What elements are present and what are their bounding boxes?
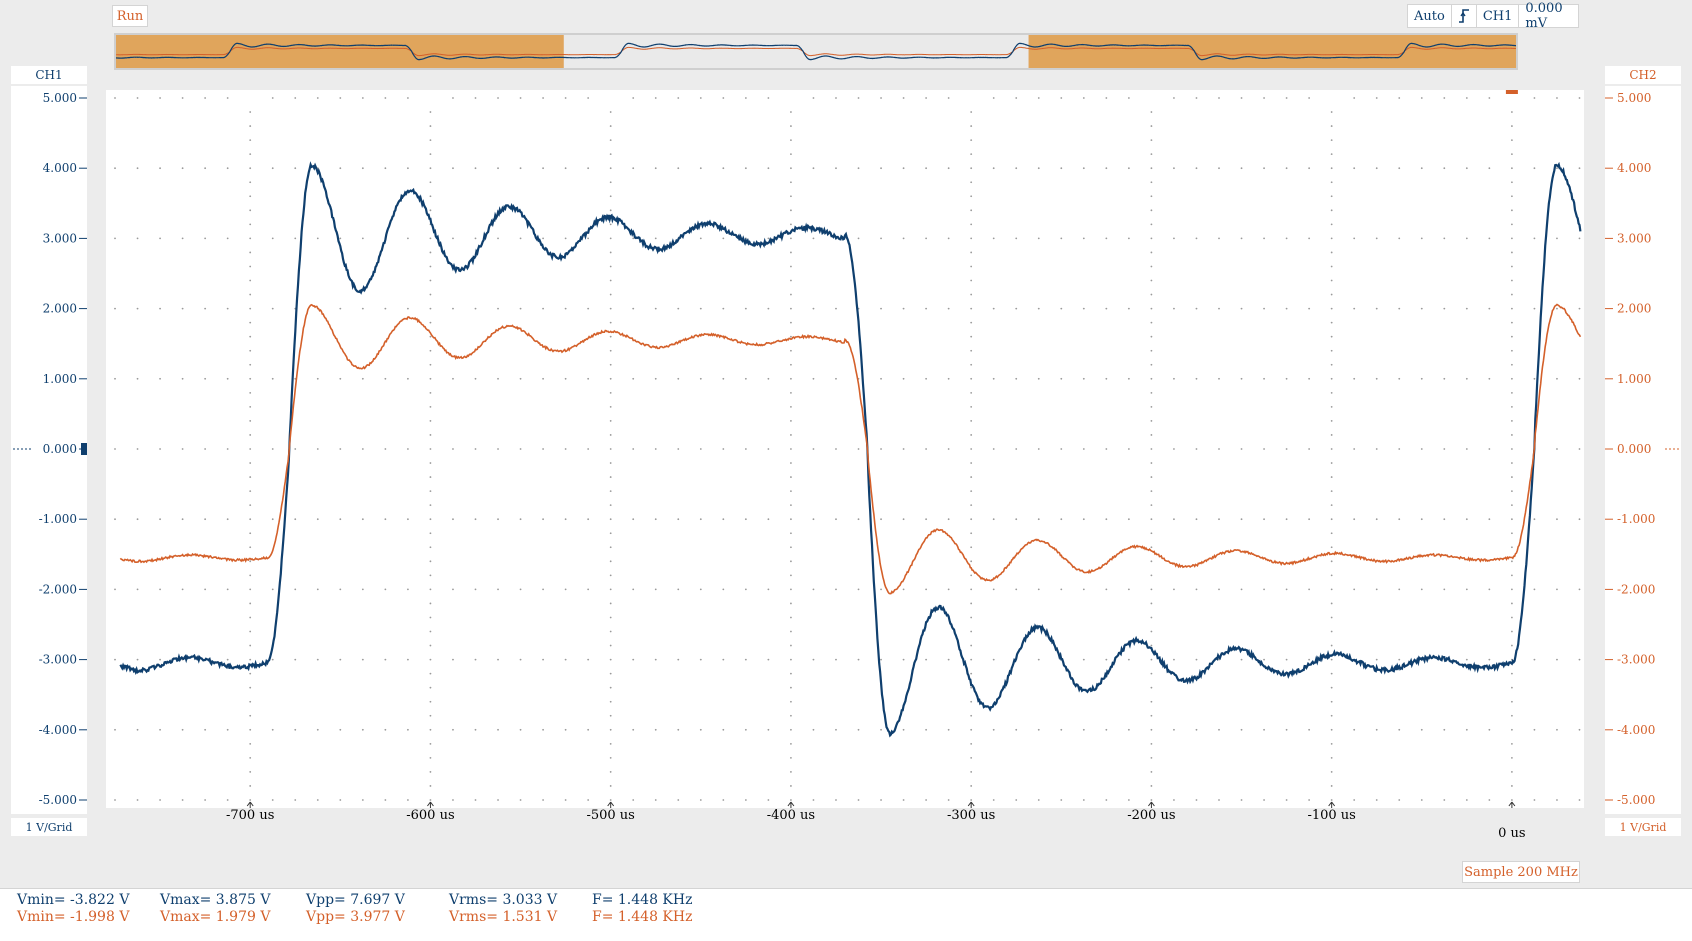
ch1-tick: -5.000 xyxy=(39,793,87,807)
svg-text:-2.000: -2.000 xyxy=(39,582,77,596)
svg-text:-1.000: -1.000 xyxy=(39,512,77,526)
run-status-button[interactable]: Run xyxy=(112,5,148,27)
ch1-vrms: Vrms= 3.033 V xyxy=(449,892,557,908)
time-tick-label: -600 us xyxy=(390,808,470,823)
ch1-tick: 3.000 xyxy=(43,231,87,245)
rising-edge-icon xyxy=(1452,5,1477,27)
svg-text:-5.000: -5.000 xyxy=(39,793,77,807)
svg-text:4.000: 4.000 xyxy=(43,161,77,175)
overview-left-shade xyxy=(116,35,564,68)
trigger-position-marker[interactable] xyxy=(1506,90,1518,94)
ch1-tick: 1.000 xyxy=(43,372,87,386)
ch2-tick: 3.000 xyxy=(1605,231,1651,245)
trigger-settings[interactable]: Auto CH1 0.000 mV xyxy=(1407,4,1579,28)
time-tick-label: -100 us xyxy=(1292,808,1372,823)
time-tick-label: -700 us xyxy=(210,808,290,823)
ch2-tick: -2.000 xyxy=(1605,582,1655,596)
ch1-label[interactable]: CH1 xyxy=(11,66,87,84)
svg-text:2.000: 2.000 xyxy=(1617,302,1651,316)
ch1-axis: 5.000 4.000 3.000 2.000 1.000 0.000 -1.000 -2.0… xyxy=(11,86,87,814)
time-tick-label: -300 us xyxy=(931,808,1011,823)
ch2-scale[interactable]: 1 V/Grid xyxy=(1605,818,1681,836)
ch2-vmin: Vmin= -1.998 V xyxy=(17,909,129,925)
ch2-tick: -3.000 xyxy=(1605,653,1655,667)
ch2-tick: 1.000 xyxy=(1605,372,1651,386)
ch1-vpp: Vpp= 7.697 V xyxy=(306,892,405,908)
ch2-tick: 2.000 xyxy=(1605,302,1651,316)
ch1-tick: -1.000 xyxy=(39,512,87,526)
waveform-plot[interactable] xyxy=(106,90,1584,808)
ch1-tick: -4.000 xyxy=(39,723,87,737)
ch1-tick: 2.000 xyxy=(43,302,87,316)
svg-text:-3.000: -3.000 xyxy=(1617,653,1655,667)
ch1-trace xyxy=(120,165,1580,736)
ch2-tick: 0.000 xyxy=(1605,442,1681,456)
ch1-tick: 0.000 xyxy=(13,442,87,456)
svg-text:-4.000: -4.000 xyxy=(39,723,77,737)
svg-text:-2.000: -2.000 xyxy=(1617,582,1655,596)
overview-right-shade xyxy=(1029,35,1516,68)
svg-text:-5.000: -5.000 xyxy=(1617,793,1655,807)
ch1-tick: -3.000 xyxy=(39,653,87,667)
svg-text:5.000: 5.000 xyxy=(43,91,77,105)
svg-text:1.000: 1.000 xyxy=(1617,372,1651,386)
svg-text:3.000: 3.000 xyxy=(43,231,77,245)
ch1-tick: -2.000 xyxy=(39,582,87,596)
time-tick-label: -400 us xyxy=(751,808,831,823)
time-tick-label: 0 us xyxy=(1472,826,1552,841)
ch2-tick: -4.000 xyxy=(1605,723,1655,737)
svg-text:5.000: 5.000 xyxy=(1617,91,1651,105)
ch2-tick: -1.000 xyxy=(1605,512,1655,526)
ch1-vmin: Vmin= -3.822 V xyxy=(17,892,129,908)
ch2-axis: 5.000 4.000 3.000 2.000 1.000 0.000 -1.000 -2.0… xyxy=(1605,86,1681,814)
ch2-label[interactable]: CH2 xyxy=(1605,66,1681,84)
svg-text:-1.000: -1.000 xyxy=(1617,512,1655,526)
time-tick-mark xyxy=(1509,802,1515,808)
grid-dots xyxy=(114,97,1580,801)
ch1-tick: 4.000 xyxy=(43,161,87,175)
ch1-tick: 5.000 xyxy=(43,91,87,105)
svg-text:0.000: 0.000 xyxy=(1617,442,1651,456)
overview-plot xyxy=(116,35,1516,68)
sample-rate: Sample 200 MHz xyxy=(1462,861,1580,883)
time-tick-label: -500 us xyxy=(571,808,651,823)
ch2-vrms: Vrms= 1.531 V xyxy=(449,909,557,925)
time-tick-label: -200 us xyxy=(1111,808,1191,823)
svg-text:-3.000: -3.000 xyxy=(39,653,77,667)
ch1-freq: F= 1.448 KHz xyxy=(592,892,692,908)
waveform-overview[interactable] xyxy=(114,33,1518,70)
ch2-tick: 4.000 xyxy=(1605,161,1651,175)
ch2-tick: 5.000 xyxy=(1605,91,1651,105)
svg-text:4.000: 4.000 xyxy=(1617,161,1651,175)
ch2-tick: -5.000 xyxy=(1605,793,1655,807)
trigger-channel[interactable]: CH1 xyxy=(1477,5,1520,27)
ch1-offset-marker[interactable] xyxy=(81,443,87,455)
trigger-level[interactable]: 0.000 mV xyxy=(1519,5,1578,27)
svg-text:0.000: 0.000 xyxy=(43,442,77,456)
ch2-vpp: Vpp= 3.977 V xyxy=(306,909,405,925)
measurement-panel: Vmin= -3.822 V Vmax= 3.875 V Vpp= 7.697 … xyxy=(0,888,1692,941)
svg-text:1.000: 1.000 xyxy=(43,372,77,386)
svg-text:-4.000: -4.000 xyxy=(1617,723,1655,737)
ch2-freq: F= 1.448 KHz xyxy=(592,909,692,925)
svg-text:3.000: 3.000 xyxy=(1617,231,1651,245)
ch1-vmax: Vmax= 3.875 V xyxy=(160,892,270,908)
ch2-vmax: Vmax= 1.979 V xyxy=(160,909,270,925)
ch1-scale[interactable]: 1 V/Grid xyxy=(11,818,87,836)
svg-text:2.000: 2.000 xyxy=(43,302,77,316)
ch2-trace xyxy=(120,305,1580,594)
trigger-mode[interactable]: Auto xyxy=(1408,5,1452,27)
